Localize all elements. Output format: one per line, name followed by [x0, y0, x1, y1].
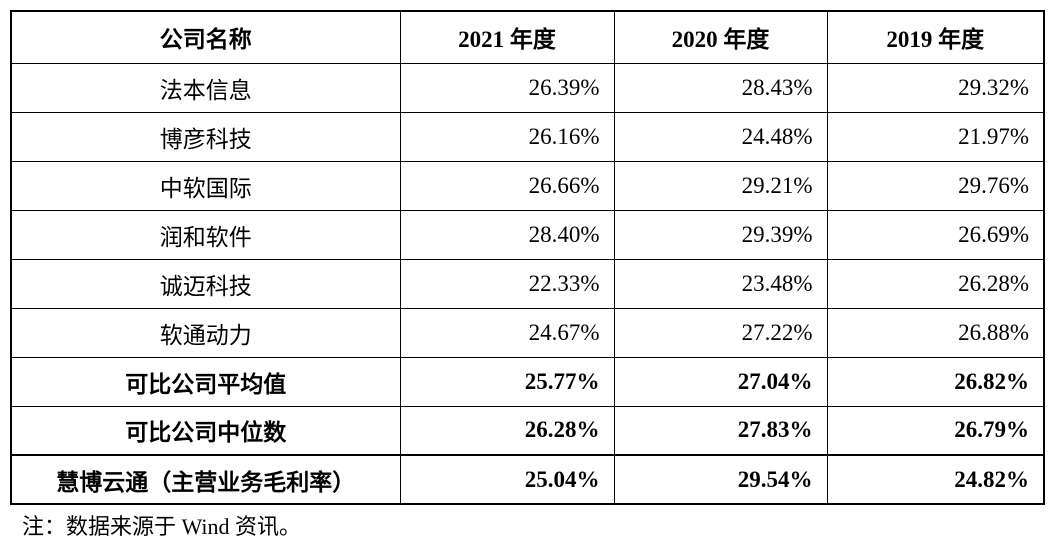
company-cell: 诚迈科技: [10, 258, 401, 309]
value-cell: 29.54%: [613, 454, 828, 505]
value-cell: 26.39%: [399, 62, 615, 113]
value-cell: 24.82%: [826, 454, 1045, 505]
data-table: 公司名称 2021 年度 2020 年度 2019 年度 法本信息 26.39% 28.4…: [10, 10, 1045, 505]
header-cell: 公司名称: [10, 10, 401, 64]
company-cell: 法本信息: [10, 62, 401, 113]
value-cell: 21.97%: [826, 111, 1045, 162]
company-cell: 中软国际: [10, 160, 401, 211]
value-cell: 26.88%: [826, 307, 1045, 358]
value-cell: 27.04%: [613, 356, 828, 407]
value-cell: 28.40%: [399, 209, 615, 260]
value-cell: 26.79%: [826, 405, 1045, 456]
value-cell: 22.33%: [399, 258, 615, 309]
company-cell: 润和软件: [10, 209, 401, 260]
table-row: 润和软件 28.40% 29.39% 26.69%: [10, 209, 1045, 260]
table-row: 法本信息 26.39% 28.43% 29.32%: [10, 62, 1045, 113]
company-cell: 博彦科技: [10, 111, 401, 162]
value-cell: 29.39%: [613, 209, 828, 260]
value-cell: 26.16%: [399, 111, 615, 162]
value-cell: 29.76%: [826, 160, 1045, 211]
value-cell: 26.28%: [399, 405, 615, 456]
value-cell: 27.83%: [613, 405, 828, 456]
value-cell: 28.43%: [613, 62, 828, 113]
table-row: 慧博云通（主营业务毛利率） 25.04% 29.54% 24.82%: [10, 454, 1045, 505]
table-row: 可比公司平均值 25.77% 27.04% 26.82%: [10, 356, 1045, 407]
value-cell: 24.67%: [399, 307, 615, 358]
company-cell: 慧博云通（主营业务毛利率）: [10, 454, 401, 505]
value-cell: 26.82%: [826, 356, 1045, 407]
value-cell: 25.77%: [399, 356, 615, 407]
table-row: 博彦科技 26.16% 24.48% 21.97%: [10, 111, 1045, 162]
value-cell: 29.32%: [826, 62, 1045, 113]
value-cell: 29.21%: [613, 160, 828, 211]
value-cell: 23.48%: [613, 258, 828, 309]
company-cell: 可比公司中位数: [10, 405, 401, 456]
value-cell: 25.04%: [399, 454, 615, 505]
header-cell: 2021 年度: [399, 10, 615, 64]
table-row: 软通动力 24.67% 27.22% 26.88%: [10, 307, 1045, 358]
company-cell: 软通动力: [10, 307, 401, 358]
table-row: 可比公司中位数 26.28% 27.83% 26.79%: [10, 405, 1045, 456]
header-cell: 2019 年度: [826, 10, 1045, 64]
table-row: 诚迈科技 22.33% 23.48% 26.28%: [10, 258, 1045, 309]
value-cell: 26.66%: [399, 160, 615, 211]
table-row: 中软国际 26.66% 29.21% 29.76%: [10, 160, 1045, 211]
header-row: 公司名称 2021 年度 2020 年度 2019 年度: [10, 10, 1045, 64]
footnote: 注：数据来源于 Wind 资讯。: [22, 514, 301, 539]
value-cell: 26.69%: [826, 209, 1045, 260]
value-cell: 26.28%: [826, 258, 1045, 309]
value-cell: 27.22%: [613, 307, 828, 358]
value-cell: 24.48%: [613, 111, 828, 162]
header-cell: 2020 年度: [613, 10, 828, 64]
company-cell: 可比公司平均值: [10, 356, 401, 407]
